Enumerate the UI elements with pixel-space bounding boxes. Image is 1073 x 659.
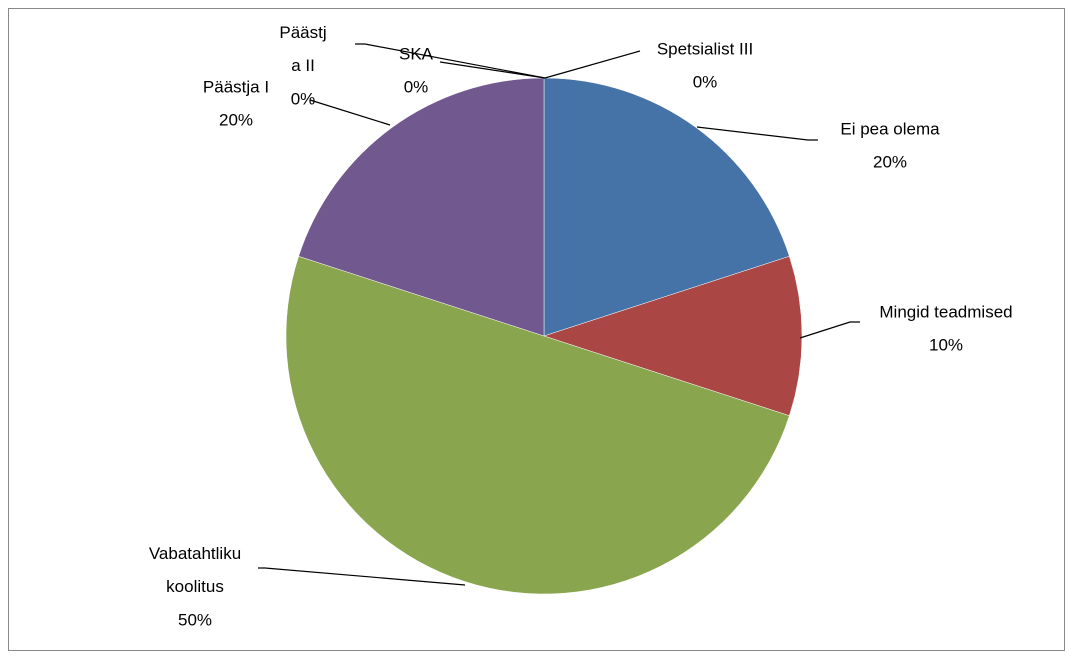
leader-line [544, 50, 641, 79]
leader-line [309, 99, 391, 126]
pie-slice [543, 77, 790, 337]
category-label: Ei pea olema [840, 119, 940, 138]
category-label: Mingid teadmised [879, 302, 1012, 321]
label-line: Päästj [279, 23, 326, 42]
leader-line [696, 126, 818, 141]
value-label: 10% [929, 335, 963, 354]
leader-line [355, 43, 546, 79]
category-label: Päästj a II [279, 23, 326, 75]
value-label: 0% [693, 72, 718, 91]
value-label: 0% [404, 77, 429, 96]
category-label: SKA [399, 44, 434, 63]
label-line: a II [291, 56, 315, 75]
leader-line [258, 567, 466, 586]
label-line: Vabatahtliku [149, 544, 241, 563]
pie-slice [543, 255, 803, 417]
value-label: 20% [219, 110, 253, 129]
value-label: 20% [873, 152, 907, 171]
value-label: 50% [178, 610, 212, 629]
leader-line [799, 321, 860, 339]
pie-slice [298, 77, 545, 337]
label-line: koolitus [166, 577, 224, 596]
category-label: Vabatahtliku koolitus [149, 544, 241, 596]
leader-line [439, 61, 546, 79]
value-label: 0% [291, 89, 316, 108]
pie-slice [285, 255, 790, 595]
category-label: Päästja I [203, 77, 269, 96]
category-label: Spetsialist III [657, 39, 753, 58]
